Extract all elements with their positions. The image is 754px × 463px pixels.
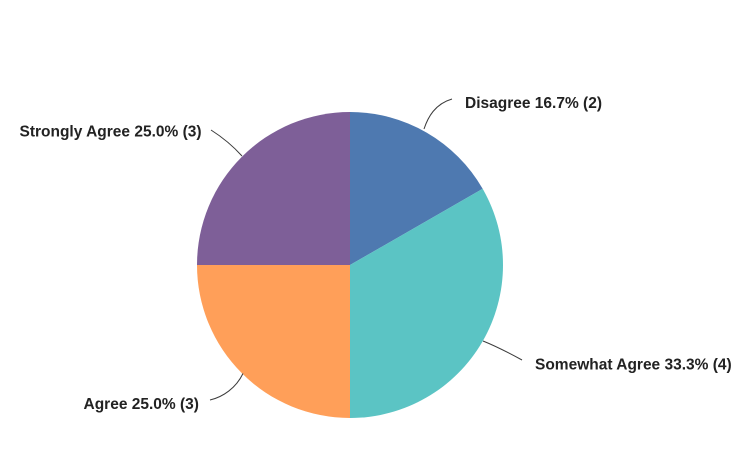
svg-text:Agree 25.0% (3): Agree 25.0% (3)	[84, 396, 199, 413]
svg-text:Strongly Agree 25.0% (3): Strongly Agree 25.0% (3)	[20, 124, 202, 141]
svg-text:Somewhat Agree 33.3% (4): Somewhat Agree 33.3% (4)	[535, 356, 732, 373]
svg-text:Disagree 16.7% (2): Disagree 16.7% (2)	[465, 95, 602, 112]
